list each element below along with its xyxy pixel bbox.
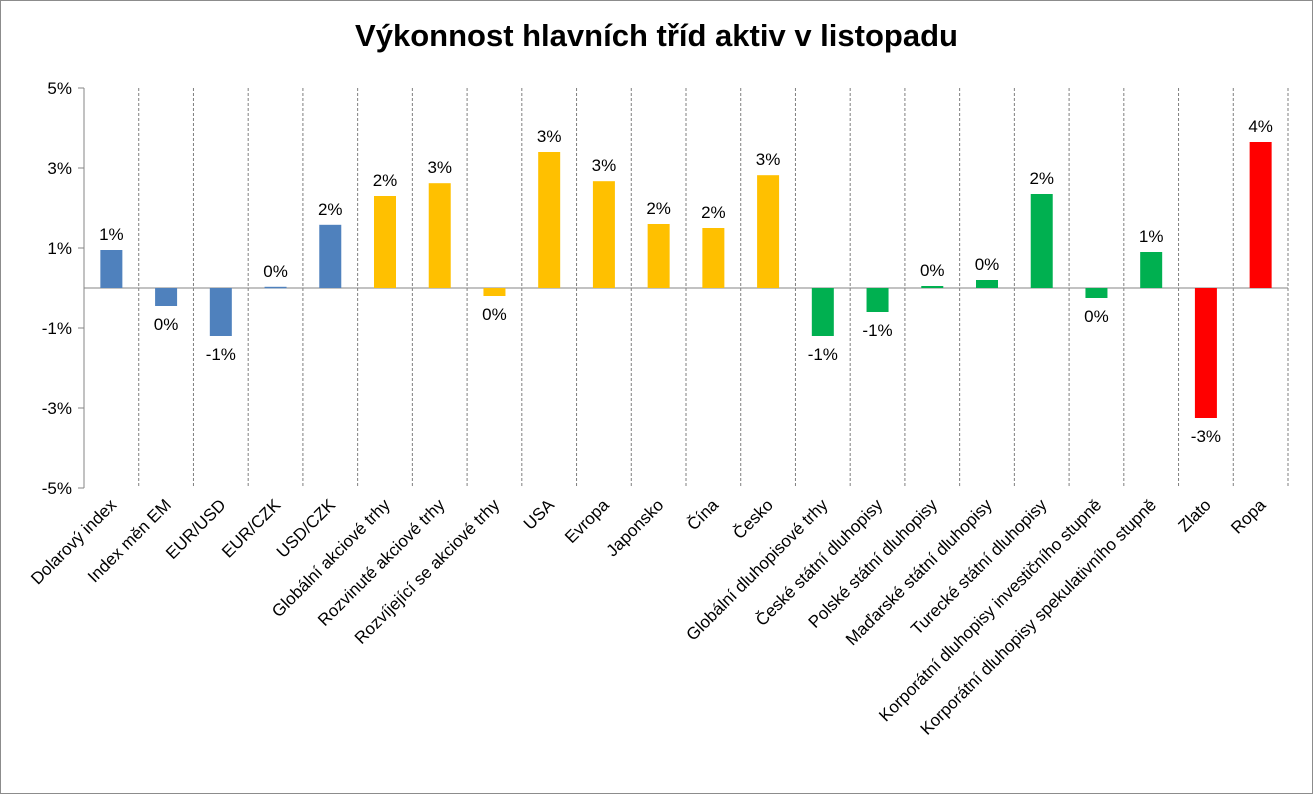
bar [319,224,342,288]
bar [483,288,506,296]
category-label: Ropa [1227,495,1270,538]
bar [811,288,834,336]
bar [264,286,287,289]
bar [155,288,178,306]
bar [592,181,615,288]
bar [374,196,396,288]
bar [1140,252,1163,288]
bar [866,288,889,312]
data-label: 0% [920,261,945,280]
category-label: Evropa [561,495,613,547]
data-label: 1% [1139,227,1164,246]
category-label: USA [520,495,559,534]
bar [647,224,670,288]
bar [428,183,451,288]
y-tick-label: -1% [42,319,72,338]
bar [976,280,998,288]
data-label: 3% [592,156,617,175]
data-label: 2% [701,203,726,222]
data-labels: 1% 0% -1% 0% 2% 2% 3% 0% 3% 3% 2% 2% 3% -1% -1% 0% 0% 2% 0… [99,117,1273,446]
category-label: EUR/CZK [218,495,285,562]
bar [209,288,232,336]
category-label: Zlato [1175,495,1215,535]
category-label: Česko [729,495,777,543]
data-label: 2% [1029,169,1054,188]
data-label: 0% [1084,307,1109,326]
bar [1249,142,1272,288]
bar [100,250,123,288]
y-tick-label: 5% [47,79,72,98]
y-tick-label: 3% [47,159,72,178]
data-label: 3% [537,127,562,146]
data-label: 0% [482,305,507,324]
data-label: 3% [756,150,781,169]
category-label: Čína [683,495,722,534]
data-label: -1% [808,345,838,364]
bars [100,142,1272,418]
data-label: 3% [427,158,452,177]
bar [1085,288,1108,298]
data-label: 4% [1248,117,1273,136]
data-label: -1% [862,321,892,340]
category-label: Japonsko [603,495,668,560]
category-label: EUR/USD [162,495,230,563]
data-label: 0% [154,315,179,334]
y-tick-label: 1% [47,239,72,258]
bar [702,228,725,288]
data-label: 2% [318,200,343,219]
data-label: 1% [99,225,124,244]
y-tick-label: -5% [42,479,72,498]
bar [538,152,561,288]
bar [1194,288,1217,418]
data-label: 2% [646,199,671,218]
chart-title: Výkonnost hlavních tříd aktiv v listopad… [355,18,958,53]
data-label: 2% [373,171,398,190]
data-label: 0% [263,262,288,281]
bar [1030,194,1053,288]
bar [921,286,944,288]
y-tick-label: -3% [42,399,72,418]
data-label: -3% [1191,427,1221,446]
data-label: -1% [206,345,236,364]
bar [757,175,780,288]
data-label: 0% [975,255,1000,274]
